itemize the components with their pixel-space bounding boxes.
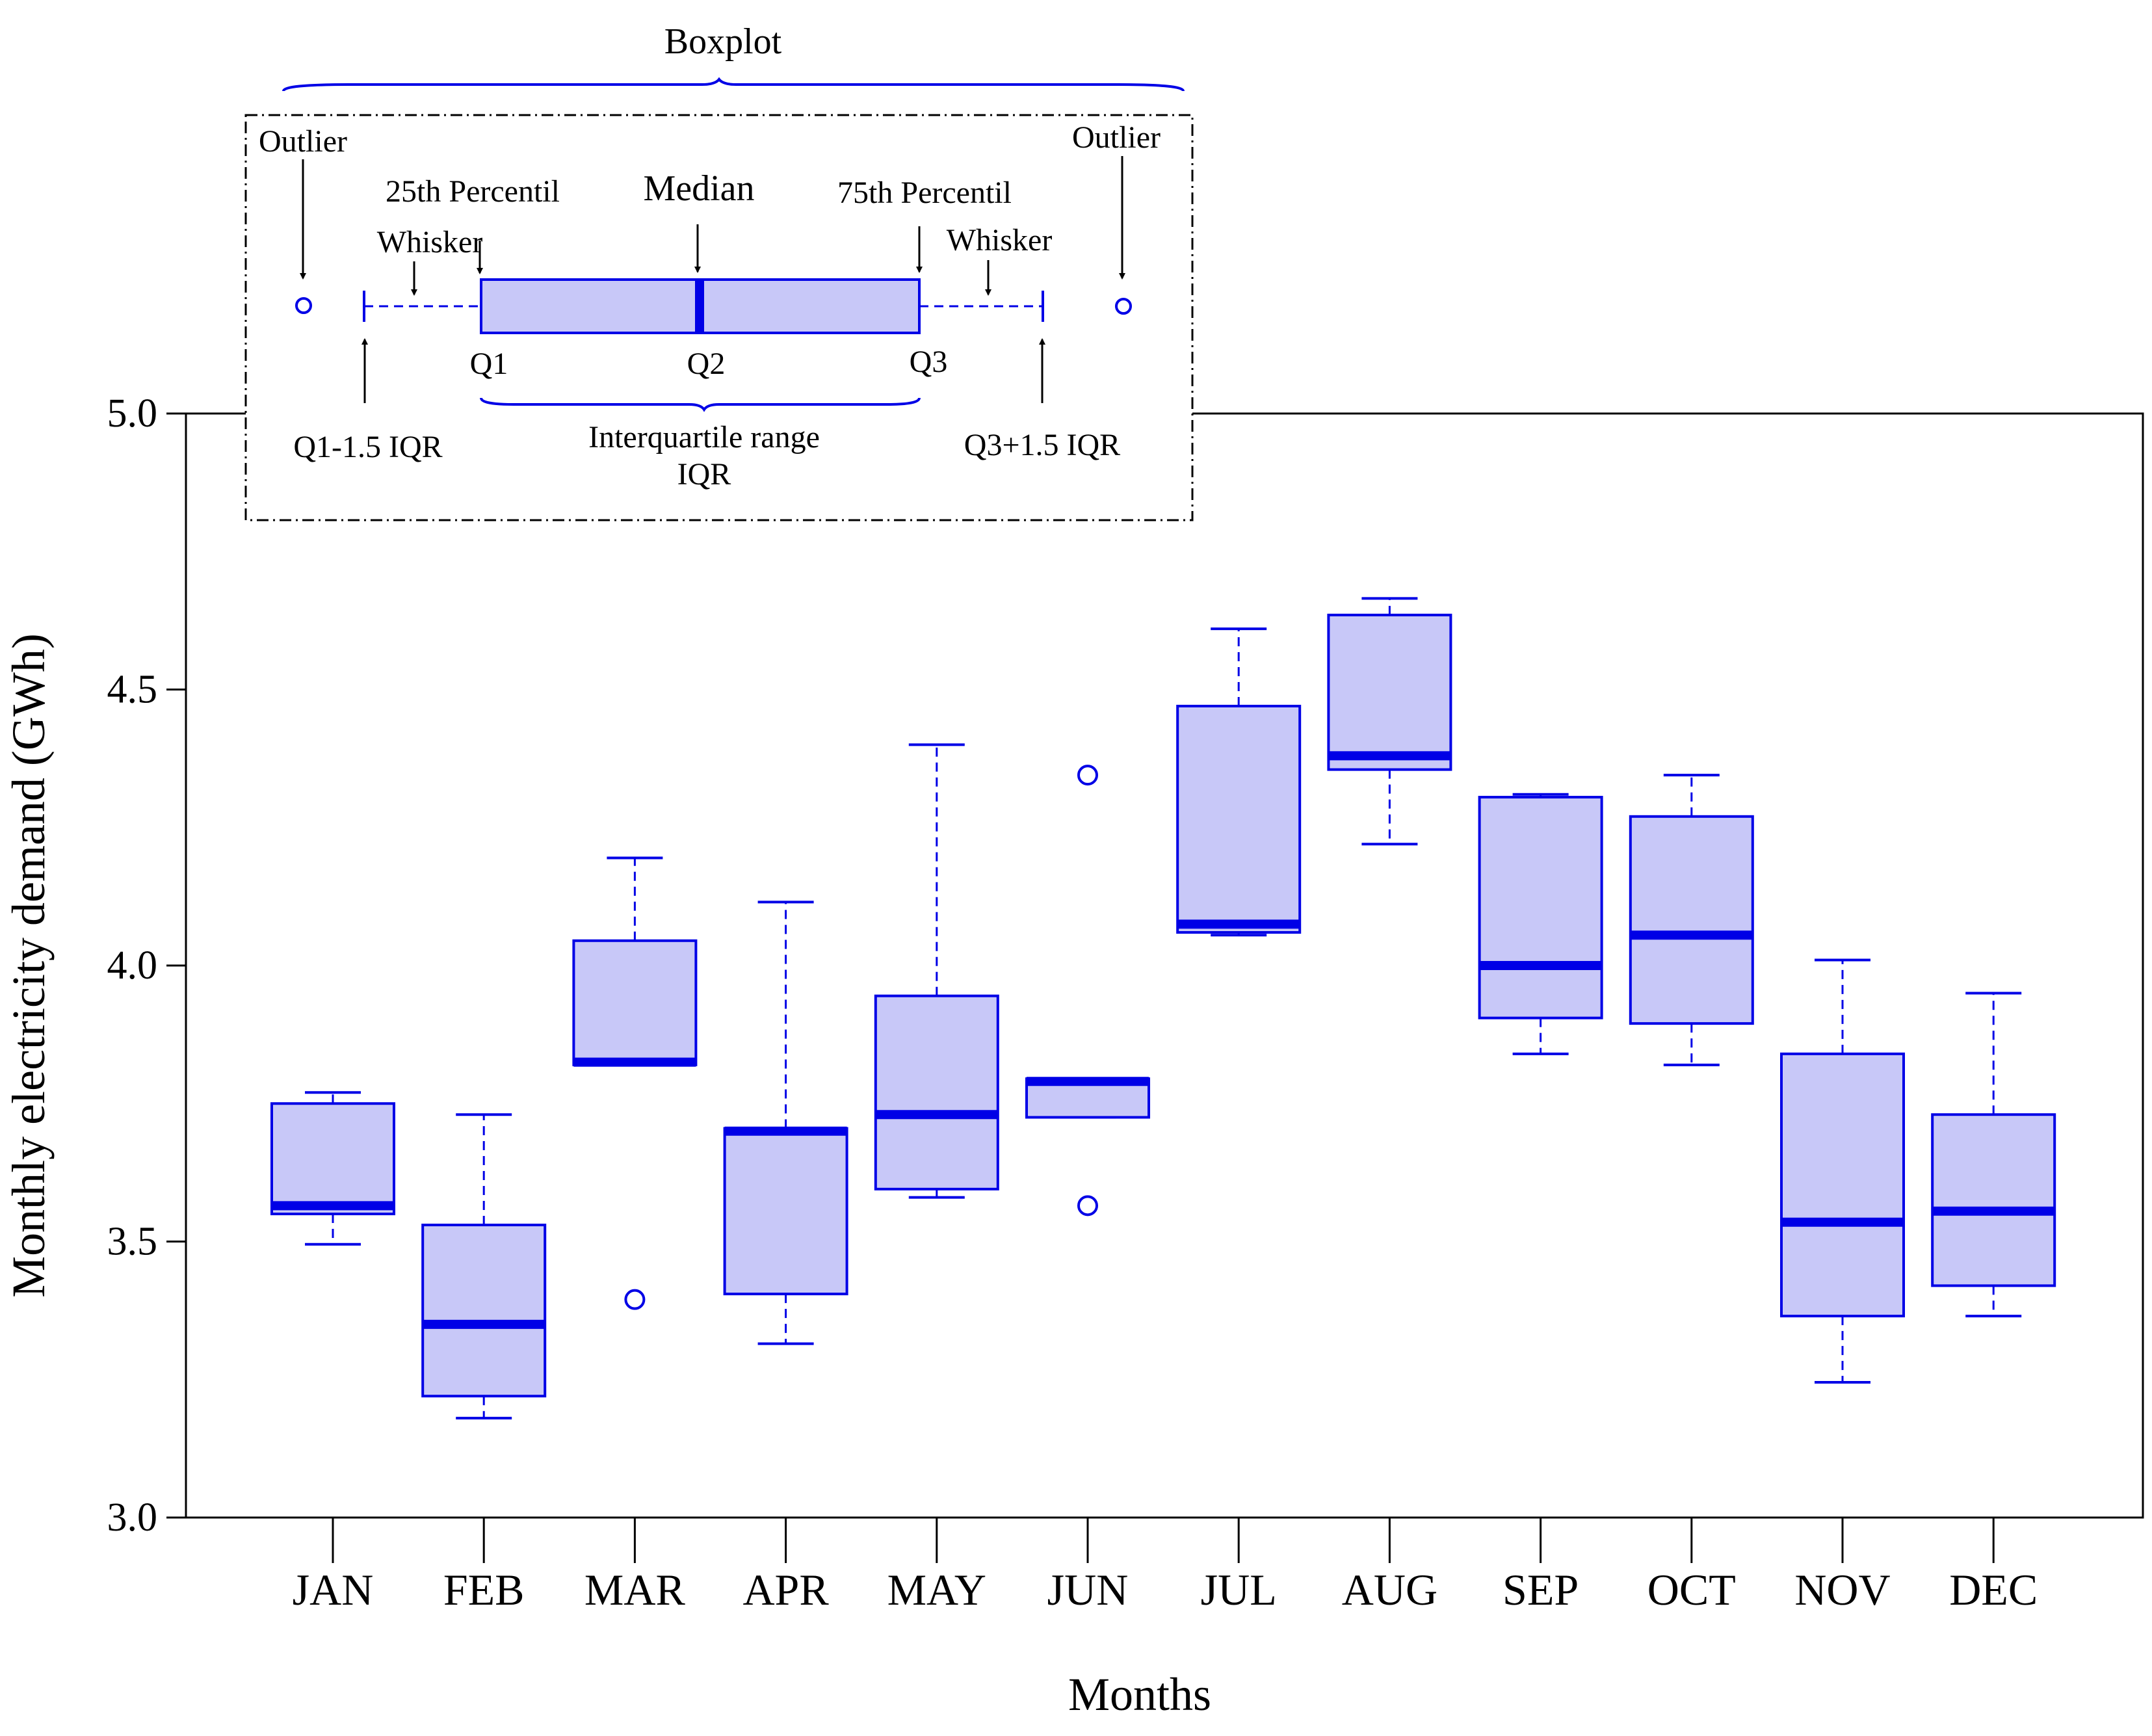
box-apr	[723, 901, 848, 1345]
legend-iqr-label-line1: Interquartile range	[588, 420, 820, 454]
legend-outlier-left-label: Outlier	[259, 124, 347, 159]
outlier-point	[1077, 765, 1098, 786]
y-tick-label: 5.0	[107, 391, 158, 436]
legend-outlier-left	[295, 297, 312, 314]
iqr-box	[1327, 613, 1452, 771]
outlier-point	[624, 1289, 646, 1310]
y-tick-label: 4.0	[107, 943, 158, 988]
x-tick-label: MAY	[887, 1565, 986, 1614]
legend-whisker-left-label: Whisker	[377, 225, 483, 259]
iqr-box	[723, 1127, 848, 1296]
x-tick-label: SEP	[1502, 1565, 1579, 1614]
legend-iqr-brace	[480, 397, 921, 412]
box-oct	[1629, 774, 1754, 1066]
boxes-group	[270, 597, 2056, 1420]
x-tick-label: OCT	[1647, 1565, 1736, 1614]
legend-lower-fence-label: Q1-1.5 IQR	[293, 430, 442, 464]
y-ticks: 3.0 3.5 4.0 4.5 5.0	[107, 391, 186, 1540]
legend-q1-label: Q1	[470, 347, 508, 381]
box-jun	[1025, 765, 1150, 1217]
x-tick-label: JUL	[1201, 1565, 1277, 1614]
iqr-box	[874, 994, 999, 1190]
legend-title-brace	[282, 77, 1185, 92]
box-nov	[1780, 958, 1905, 1384]
iqr-box	[1931, 1113, 2056, 1287]
iqr-box	[270, 1102, 395, 1216]
x-axis-title: Months	[1068, 1668, 1211, 1720]
y-axis-title: Monthly electricity demand (GWh)	[3, 633, 55, 1298]
iqr-box	[421, 1224, 547, 1398]
box-aug	[1327, 597, 1452, 846]
x-tick-label: NOV	[1794, 1565, 1890, 1614]
x-tick-label: JUN	[1047, 1565, 1129, 1614]
legend-q3-label: Q3	[910, 345, 948, 379]
iqr-box	[1176, 704, 1302, 934]
legend-outlier-right	[1115, 298, 1132, 315]
legend-title: Boxplot	[664, 21, 782, 62]
x-ticks: JAN FEB MAR APR MAY JUN JUL AUG SEP OCT NOV DEC	[293, 1518, 2038, 1614]
y-tick-label: 3.5	[107, 1220, 158, 1264]
iqr-box	[1478, 796, 1603, 1019]
iqr-box	[572, 939, 698, 1066]
legend-iqr-label-line2: IQR	[677, 457, 731, 492]
legend-q2-label: Q2	[687, 347, 726, 381]
y-tick-label: 3.0	[107, 1495, 158, 1540]
x-tick-label: DEC	[1949, 1565, 2038, 1614]
x-tick-label: MAR	[584, 1565, 686, 1614]
boxplot-legend: Boxplot Outlier Outlier 25th Percentil M…	[244, 21, 1194, 521]
box-may	[874, 743, 999, 1199]
legend-p75-label: 75th Percentil	[837, 176, 1012, 210]
legend-p25-label: 25th Percentil	[386, 174, 560, 209]
legend-outlier-right-label: Outlier	[1072, 120, 1161, 155]
outlier-point	[1077, 1195, 1098, 1217]
iqr-box	[1629, 815, 1754, 1025]
box-feb	[421, 1113, 547, 1420]
y-tick-label: 4.5	[107, 668, 158, 712]
x-tick-label: APR	[742, 1565, 829, 1614]
x-tick-label: FEB	[443, 1565, 525, 1614]
legend-median-label: Median	[643, 168, 754, 209]
box-dec	[1931, 992, 2056, 1318]
iqr-box	[1780, 1052, 1905, 1318]
legend-upper-fence-label: Q3+1.5 IQR	[964, 428, 1120, 462]
x-tick-label: AUG	[1342, 1565, 1437, 1614]
x-tick-label: JAN	[293, 1565, 374, 1614]
legend-whisker-right-label: Whisker	[947, 223, 1053, 257]
box-jul	[1176, 627, 1302, 937]
box-mar	[572, 856, 698, 1310]
box-sep	[1478, 793, 1603, 1055]
box-jan	[270, 1091, 395, 1246]
